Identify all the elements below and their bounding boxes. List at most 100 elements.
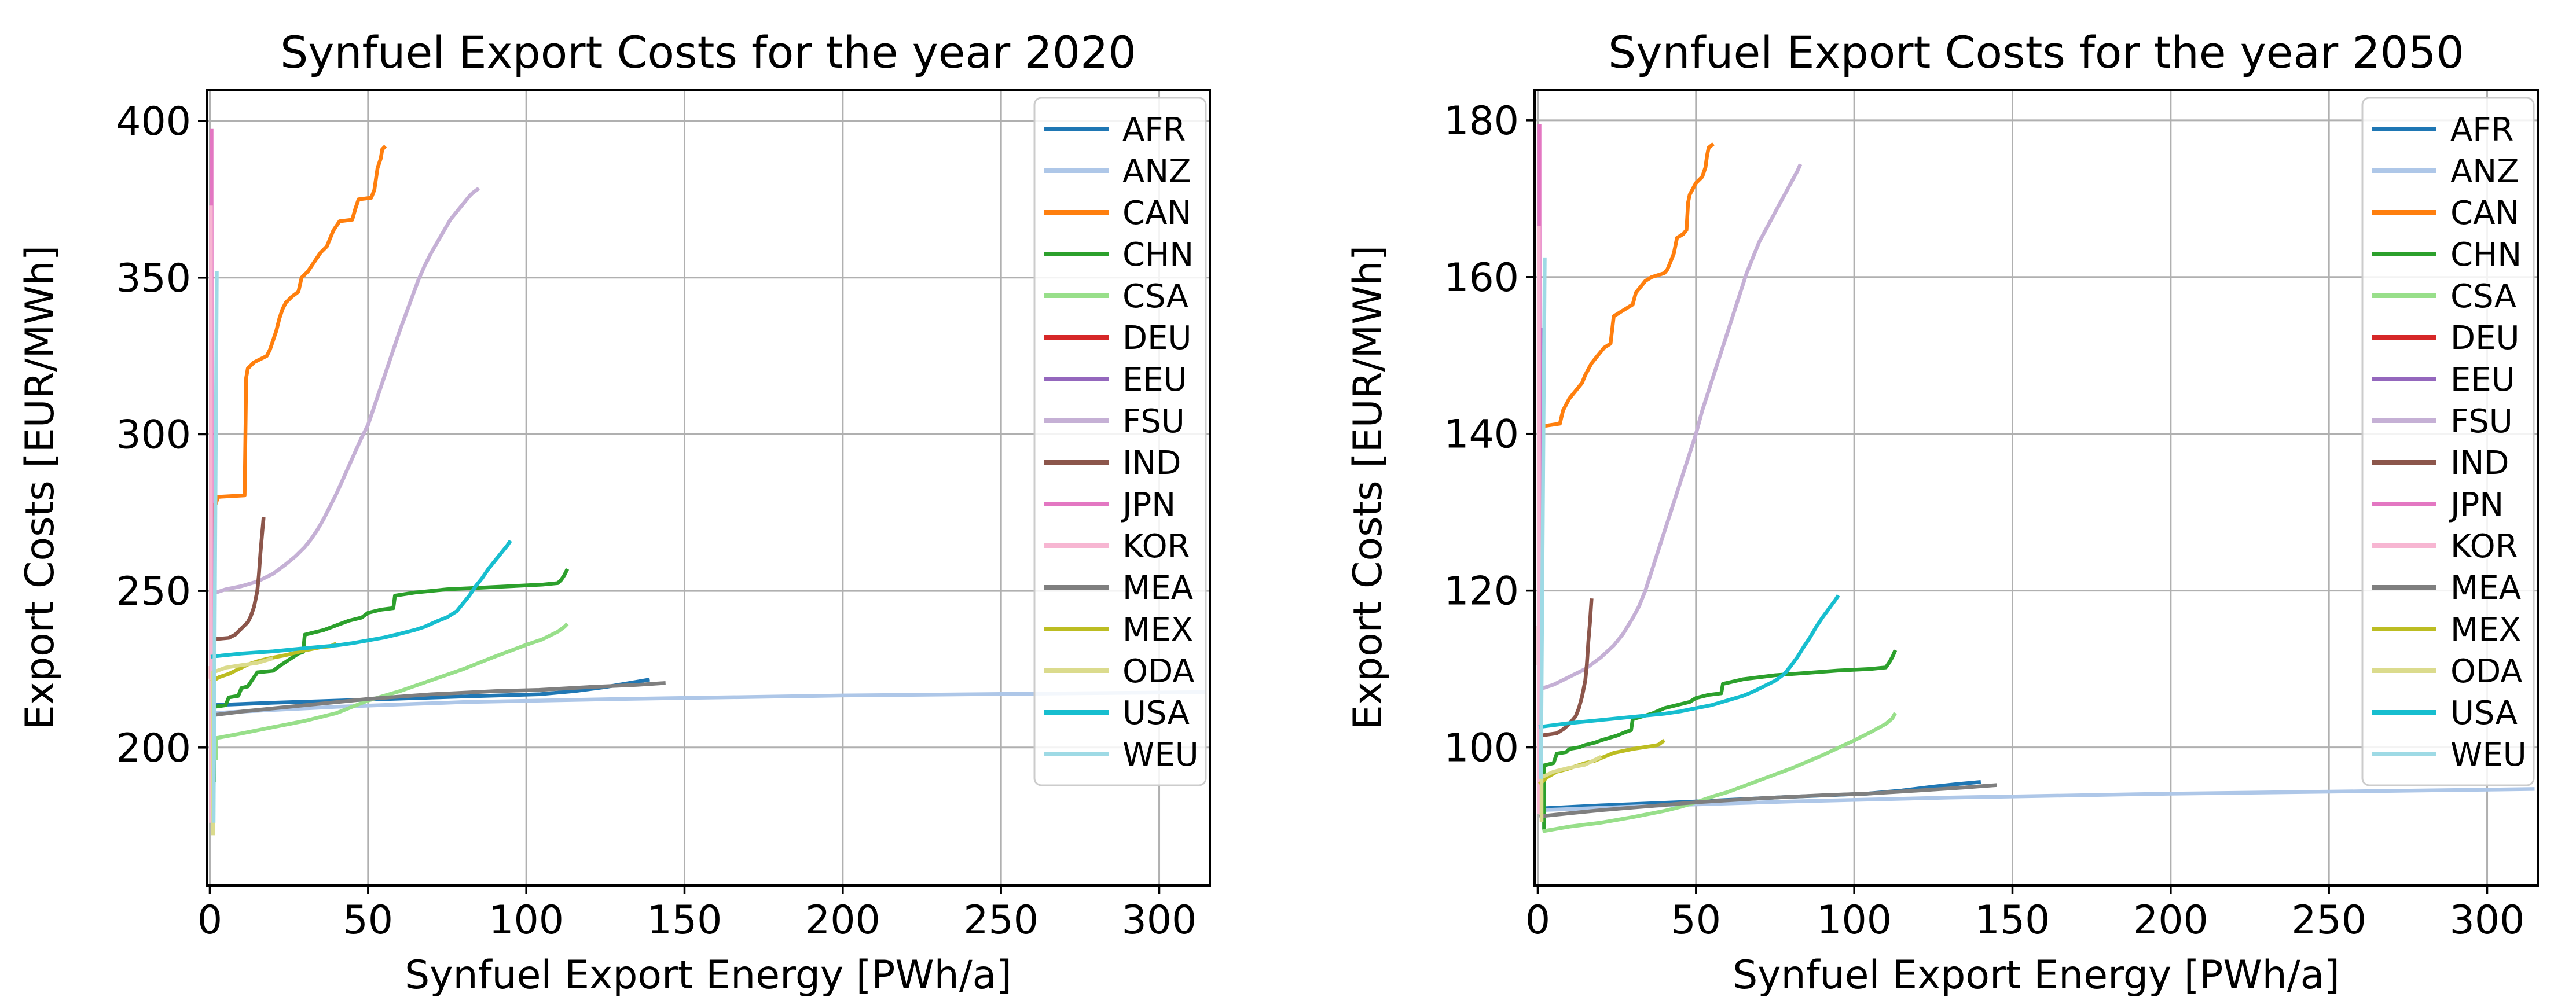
legend-label: FSU [1122, 403, 1185, 440]
legend-label: MEX [2450, 611, 2521, 649]
legend-label: IND [2450, 444, 2509, 482]
legend-label: KOR [2450, 528, 2518, 565]
y-tick-label: 400 [116, 99, 191, 145]
x-axis-label: Synfuel Export Energy [PWh/a] [1733, 952, 2340, 998]
legend-frame [1033, 97, 1207, 786]
legend-label: CSA [2450, 278, 2516, 315]
legend-item-DEU: DEU [2372, 319, 2520, 357]
legend-label: JPN [2449, 486, 2504, 524]
legend-label: FSU [2450, 403, 2513, 440]
legend-label: AFR [2450, 111, 2513, 149]
legend-item-AFR: AFR [1044, 111, 1186, 149]
x-tick-label: 300 [2450, 898, 2525, 943]
series-line-FSU [211, 186, 480, 596]
y-tick-label: 120 [1444, 569, 1519, 615]
legend-label: ODA [1122, 653, 1195, 690]
axes-frame [1533, 89, 2539, 887]
legend-label: MEX [1122, 611, 1193, 649]
series-line-ODA [1539, 755, 1602, 822]
legend-label: EEU [2450, 361, 2515, 399]
legend-label: USA [2450, 694, 2518, 732]
y-tick-label: 160 [1444, 255, 1519, 301]
legend-item-CHN: CHN [2372, 236, 2522, 274]
legend-item-WEU: WEU [2372, 736, 2527, 774]
legend-item-DEU: DEU [1044, 319, 1192, 357]
legend-item-WEU: WEU [1044, 736, 1199, 774]
legend-item-MEX: MEX [2372, 611, 2521, 649]
x-tick-label: 150 [647, 898, 722, 943]
series-line-ANZ [1539, 787, 2535, 812]
x-tick-label: 50 [343, 898, 394, 943]
legend: AFR ANZ CAN CHN CSA DEU EEU FSU IND JPN KOR MEA MEX O… [2361, 97, 2535, 786]
x-tick-label: 250 [963, 898, 1039, 943]
series-line-MEA [1539, 783, 1997, 819]
legend-item-FSU: FSU [1044, 403, 1185, 440]
x-tick-label: 100 [489, 898, 564, 943]
x-tick-label: 100 [1817, 898, 1892, 943]
legend-item-FSU: FSU [2372, 403, 2513, 440]
legend-item-USA: USA [2372, 694, 2518, 732]
x-tick-label: 200 [805, 898, 880, 943]
legend-label: CAN [1122, 194, 1191, 232]
y-tick-label: 180 [1444, 98, 1519, 144]
legend-item-JPN: JPN [1044, 486, 1176, 524]
chart-title: Synfuel Export Costs for the year 2020 [280, 27, 1136, 78]
series-line-CSA [1542, 712, 1898, 833]
legend-item-JPN: JPN [2372, 486, 2504, 524]
x-tick-label: 300 [1122, 898, 1197, 943]
legend-item-EEU: EEU [2372, 361, 2515, 399]
legend-label: KOR [1122, 528, 1190, 565]
legend-label: ANZ [2450, 153, 2519, 190]
legend-item-ODA: ODA [2372, 653, 2523, 690]
y-tick-label: 250 [116, 569, 191, 615]
x-tick-label: 50 [1671, 898, 1722, 943]
series-line-CSA [214, 622, 569, 760]
legend-item-CHN: CHN [1044, 236, 1194, 274]
x-axis-label: Synfuel Export Energy [PWh/a] [405, 952, 1012, 998]
legend-item-IND: IND [1044, 444, 1181, 482]
chart-title: Synfuel Export Costs for the year 2050 [1608, 27, 2464, 78]
x-tick-label: 250 [2291, 898, 2366, 943]
y-tick-label: 300 [116, 412, 191, 458]
legend-frame [2361, 97, 2535, 786]
legend-item-ODA: ODA [1044, 653, 1195, 690]
legend-item-EEU: EEU [1044, 361, 1187, 399]
legend-label: AFR [1122, 111, 1186, 149]
legend-label: JPN [1121, 486, 1176, 524]
series-line-CAN [1539, 142, 1715, 489]
legend: AFR ANZ CAN CHN CSA DEU EEU FSU IND JPN KOR MEA MEX O… [1033, 97, 1207, 786]
legend-label: CHN [2450, 236, 2522, 274]
series-group [1536, 124, 2535, 833]
chart-2020: 0 50 100 150 200 250 300 200 250 300 350 400 Synfuel… [17, 27, 1211, 998]
legend-label: EEU [1122, 361, 1187, 399]
legend-item-USA: USA [1044, 694, 1190, 732]
x-tick-label: 0 [1525, 898, 1550, 943]
x-tick-label: 150 [1975, 898, 2050, 943]
series-line-MEX [210, 642, 337, 683]
legend-label: IND [1122, 444, 1181, 482]
legend-item-CSA: CSA [2372, 278, 2516, 315]
legend-item-CAN: CAN [1044, 194, 1191, 232]
series-line-CHN [212, 568, 570, 782]
legend-item-CSA: CSA [1044, 278, 1188, 315]
axes-frame [206, 89, 1211, 887]
legend-label: ODA [2450, 653, 2523, 690]
legend-label: CHN [1122, 236, 1194, 274]
y-tick-label: 140 [1444, 412, 1519, 458]
legend-item-AFR: AFR [2372, 111, 2513, 149]
series-line-USA [1538, 594, 1840, 729]
legend-item-KOR: KOR [1044, 528, 1190, 565]
series-line-CAN [210, 145, 387, 547]
legend-item-MEA: MEA [1044, 569, 1193, 607]
legend-item-ANZ: ANZ [2372, 153, 2519, 190]
legend-label: WEU [2450, 736, 2527, 774]
legend-item-MEX: MEX [1044, 611, 1193, 649]
legend-item-ANZ: ANZ [1044, 153, 1191, 190]
y-axis-label: Export Costs [EUR/MWh] [1345, 245, 1391, 730]
series-line-ANZ [211, 690, 1207, 715]
legend-label: CAN [2450, 194, 2519, 232]
series-line-MEA [211, 681, 666, 718]
legend-label: USA [1122, 694, 1190, 732]
